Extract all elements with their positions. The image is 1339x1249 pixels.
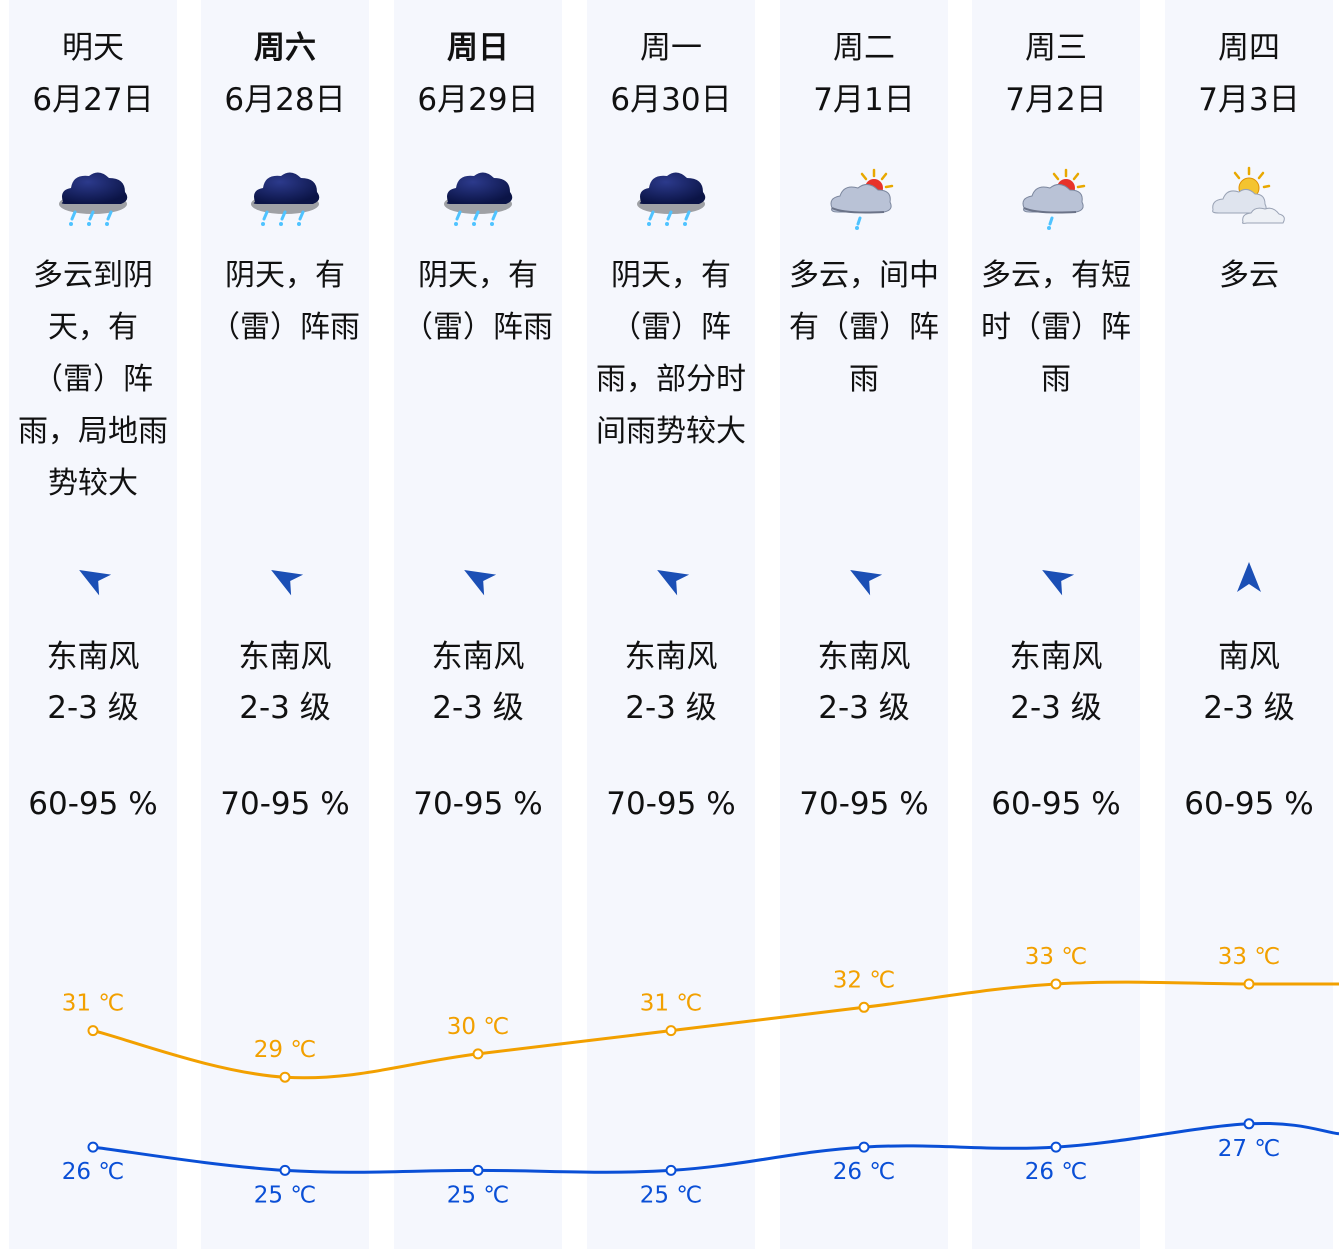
day-date: 7月1日 [813, 82, 915, 118]
wind-level: 2-3 级 [625, 690, 717, 726]
high-temperature-label: 32 ℃ [833, 967, 895, 993]
wind-arrow-southeast-icon [649, 556, 693, 600]
high-temperature-label: 29 ℃ [254, 1037, 316, 1063]
humidity-range: 70-95 % [606, 786, 736, 822]
wind-level: 2-3 级 [818, 690, 910, 726]
heavy-rain-cloud-icon [53, 166, 133, 238]
high-temperature-point[interactable] [665, 1025, 677, 1037]
sun-behind-clouds-icon [1209, 166, 1289, 238]
high-temperature-label: 30 ℃ [447, 1014, 509, 1040]
humidity-range: 70-95 % [799, 786, 929, 822]
day-date: 7月3日 [1198, 82, 1300, 118]
wind-level: 2-3 级 [239, 690, 331, 726]
weather-description: 阴天，有（雷）阵雨，部分时间雨势较大 [596, 258, 746, 449]
weather-description: 阴天，有（雷）阵雨 [403, 258, 553, 345]
humidity-range: 70-95 % [220, 786, 350, 822]
weather-description: 多云，有短时（雷）阵雨 [981, 258, 1131, 397]
day-name: 明天 [62, 30, 124, 66]
weather-description: 多云，间中有（雷）阵雨 [789, 258, 939, 397]
heavy-rain-cloud-icon [245, 166, 325, 238]
weather-description: 多云到阴天，有（雷）阵雨，局地雨势较大 [18, 258, 168, 501]
day-column: 明天 6月27日多云到阴天，有（雷）阵雨，局地雨势较大东南风 2-3 级 60-95 … [9, 0, 177, 1249]
day-date: 6月29日 [417, 82, 539, 118]
low-temperature-label: 25 ℃ [447, 1182, 509, 1208]
low-temperature-label: 26 ℃ [833, 1159, 895, 1185]
high-temperature-line [92, 980, 1339, 1080]
high-temperature-point[interactable] [87, 1025, 99, 1037]
low-temperature-line [92, 1121, 1339, 1174]
wind-level: 2-3 级 [432, 690, 524, 726]
low-temperature-point[interactable] [1243, 1118, 1255, 1130]
high-temperature-point[interactable] [279, 1071, 291, 1083]
day-column: 周二 7月1日多云，间中有（雷）阵雨东南风 2-3 级 70-95 % [780, 0, 948, 1249]
day-column: 周一 6月30日阴天，有（雷）阵雨，部分时间雨势较大东南风 2-3 级 70-95 % [587, 0, 755, 1249]
low-temperature-label: 27 ℃ [1218, 1136, 1280, 1162]
day-date: 7月2日 [1005, 82, 1107, 118]
wind-arrow-southeast-icon [456, 556, 500, 600]
high-temperature-label: 33 ℃ [1218, 944, 1280, 970]
high-temperature-point[interactable] [472, 1048, 484, 1060]
high-temperature-point[interactable] [858, 1001, 870, 1013]
low-temperature-point[interactable] [279, 1164, 291, 1176]
wind-level: 2-3 级 [1203, 690, 1295, 726]
high-temperature-label: 31 ℃ [62, 991, 124, 1017]
low-temperature-point[interactable] [665, 1164, 677, 1176]
day-name: 周二 [833, 30, 895, 66]
heavy-rain-cloud-icon [631, 166, 711, 238]
wind-arrow-southeast-icon [1034, 556, 1078, 600]
wind-direction: 东南风 [624, 639, 718, 675]
low-temperature-point[interactable] [87, 1141, 99, 1153]
day-name: 周日 [447, 30, 509, 66]
wind-level: 2-3 级 [47, 690, 139, 726]
high-temperature-label: 31 ℃ [640, 991, 702, 1017]
wind-direction: 东南风 [1009, 639, 1103, 675]
wind-direction: 东南风 [238, 639, 332, 675]
humidity-range: 60-95 % [991, 786, 1121, 822]
wind-arrow-southeast-icon [263, 556, 307, 600]
wind-direction: 东南风 [431, 639, 525, 675]
day-column: 周四 7月3日多云南风 2-3 级 60-95 % [1165, 0, 1333, 1249]
high-temperature-point[interactable] [1243, 978, 1255, 990]
wind-arrow-southeast-icon [71, 556, 115, 600]
day-date: 6月27日 [32, 82, 154, 118]
low-temperature-label: 26 ℃ [1025, 1159, 1087, 1185]
sun-cloud-shower-icon [1016, 166, 1096, 238]
day-column: 周三 7月2日多云，有短时（雷）阵雨东南风 2-3 级 60-95 % [972, 0, 1140, 1249]
high-temperature-label: 33 ℃ [1025, 944, 1087, 970]
low-temperature-label: 26 ℃ [62, 1159, 124, 1185]
day-name: 周三 [1025, 30, 1087, 66]
wind-direction: 南风 [1218, 639, 1280, 675]
sun-cloud-shower-icon [824, 166, 904, 238]
low-temperature-point[interactable] [472, 1164, 484, 1176]
wind-arrow-southeast-icon [842, 556, 886, 600]
wind-arrow-south-icon [1227, 556, 1271, 600]
day-name: 周六 [254, 30, 316, 66]
weather-description: 阴天，有（雷）阵雨 [210, 258, 360, 345]
wind-direction: 东南风 [46, 639, 140, 675]
weather-description: 多云 [1219, 258, 1279, 293]
humidity-range: 60-95 % [28, 786, 158, 822]
day-date: 6月30日 [610, 82, 732, 118]
low-temperature-label: 25 ℃ [640, 1182, 702, 1208]
high-temperature-point[interactable] [1050, 978, 1062, 990]
day-name: 周四 [1218, 30, 1280, 66]
day-column: 周六 6月28日阴天，有（雷）阵雨东南风 2-3 级 70-95 % [201, 0, 369, 1249]
humidity-range: 60-95 % [1184, 786, 1314, 822]
low-temperature-point[interactable] [1050, 1141, 1062, 1153]
day-date: 6月28日 [224, 82, 346, 118]
humidity-range: 70-95 % [413, 786, 543, 822]
low-temperature-point[interactable] [858, 1141, 870, 1153]
day-name: 周一 [640, 30, 702, 66]
wind-direction: 东南风 [817, 639, 911, 675]
low-temperature-label: 25 ℃ [254, 1182, 316, 1208]
heavy-rain-cloud-icon [438, 166, 518, 238]
day-column: 周日 6月29日阴天，有（雷）阵雨东南风 2-3 级 70-95 % [394, 0, 562, 1249]
wind-level: 2-3 级 [1010, 690, 1102, 726]
